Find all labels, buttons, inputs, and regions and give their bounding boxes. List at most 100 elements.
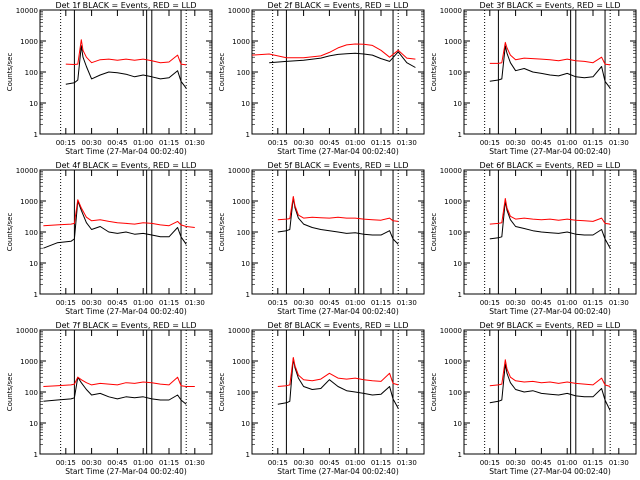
x-tick-label: 00:45 — [319, 299, 339, 307]
panel-title: Det 6f BLACK = Events, RED = LLD — [479, 161, 620, 170]
y-tick-label: 10000 — [16, 167, 38, 175]
x-tick-label: 01:30 — [185, 139, 205, 147]
y-axis-label: Counts/sec — [218, 373, 226, 412]
y-tick-label: 1000 — [232, 198, 250, 206]
x-tick-label: 01:00 — [345, 139, 365, 147]
y-tick-label: 1 — [458, 451, 462, 459]
series-line-lld — [43, 199, 195, 228]
series-line-lld — [277, 196, 399, 222]
y-tick-label: 10000 — [16, 327, 38, 335]
x-tick-label: 00:30 — [506, 299, 526, 307]
y-tick-label: 100 — [25, 229, 38, 237]
y-axis-label: Counts/sec — [430, 53, 438, 92]
y-tick-label: 10000 — [228, 167, 250, 175]
x-tick-label: 00:15 — [480, 459, 500, 467]
panel-det-9: Det 9f BLACK = Events, RED = LLD 1 10 100 10… — [430, 321, 637, 476]
y-tick-label: 10 — [453, 260, 462, 268]
x-axis-label: Start Time (27-Mar-04 00:02:40) — [65, 147, 187, 156]
x-axis-label: Start Time (27-Mar-04 00:02:40) — [277, 307, 399, 316]
x-tick-label: 01:15 — [159, 459, 179, 467]
panel-det-8: Det 8f BLACK = Events, RED = LLD 1 10 100 10… — [218, 321, 425, 476]
y-axis-label: Counts/sec — [6, 213, 14, 252]
x-axis-label: Start Time (27-Mar-04 00:02:40) — [65, 467, 187, 476]
y-tick-label: 100 — [25, 389, 38, 397]
x-tick-label: 01:15 — [583, 299, 603, 307]
x-axis-label: Start Time (27-Mar-04 00:02:40) — [489, 467, 611, 476]
y-tick-label: 100 — [237, 69, 250, 77]
series-line-events — [489, 200, 611, 249]
x-tick-label: 00:15 — [56, 459, 76, 467]
y-axis-label: Counts/sec — [6, 53, 14, 92]
x-tick-label: 00:30 — [294, 459, 314, 467]
series-line-events — [65, 45, 187, 89]
y-tick-label: 1000 — [20, 358, 38, 366]
y-tick-label: 1000 — [20, 38, 38, 46]
x-tick-label: 01:00 — [133, 459, 153, 467]
x-tick-label: 00:45 — [531, 459, 551, 467]
x-axis-label: Start Time (27-Mar-04 00:02:40) — [65, 307, 187, 316]
y-tick-label: 1 — [458, 131, 462, 139]
panel-det-7: Det 7f BLACK = Events, RED = LLD 1 10 100 10… — [6, 321, 213, 476]
y-tick-label: 1 — [246, 451, 250, 459]
x-tick-label: 01:30 — [609, 459, 629, 467]
x-tick-label: 00:15 — [480, 139, 500, 147]
panel-title: Det 9f BLACK = Events, RED = LLD — [479, 321, 620, 330]
y-tick-label: 1 — [458, 291, 462, 299]
series-line-events — [277, 358, 399, 409]
y-tick-label: 1 — [246, 131, 250, 139]
y-tick-label: 1 — [34, 291, 38, 299]
panel-det-1: Det 1f BLACK = Events, RED = LLD 1 10 100 10… — [6, 1, 213, 156]
y-tick-label: 10000 — [16, 7, 38, 15]
panel-title: Det 2f BLACK = Events, RED = LLD — [267, 1, 408, 10]
x-tick-label: 01:00 — [133, 299, 153, 307]
panel-title: Det 7f BLACK = Events, RED = LLD — [55, 321, 196, 330]
y-tick-label: 1000 — [232, 38, 250, 46]
y-tick-label: 1000 — [444, 358, 462, 366]
x-tick-label: 00:15 — [480, 299, 500, 307]
x-tick-label: 01:00 — [345, 299, 365, 307]
y-axis-label: Counts/sec — [6, 373, 14, 412]
y-tick-label: 1 — [246, 291, 250, 299]
x-tick-label: 01:00 — [557, 139, 577, 147]
series-line-lld — [489, 41, 611, 66]
x-tick-label: 01:00 — [557, 299, 577, 307]
panel-det-5: Det 5f BLACK = Events, RED = LLD 1 10 100 10… — [218, 161, 425, 316]
y-tick-label: 10000 — [228, 7, 250, 15]
y-tick-label: 10 — [453, 100, 462, 108]
x-tick-label: 01:15 — [583, 459, 603, 467]
x-tick-label: 00:45 — [107, 299, 127, 307]
panel-title: Det 4f BLACK = Events, RED = LLD — [55, 161, 196, 170]
x-tick-label: 01:30 — [185, 459, 205, 467]
y-axis-label: Counts/sec — [430, 213, 438, 252]
x-tick-label: 00:15 — [268, 299, 288, 307]
y-tick-label: 1000 — [444, 38, 462, 46]
x-tick-label: 01:30 — [397, 299, 417, 307]
panel-det-3: Det 3f BLACK = Events, RED = LLD 1 10 100 10… — [430, 1, 637, 156]
x-tick-label: 01:30 — [609, 299, 629, 307]
y-tick-label: 10 — [241, 420, 250, 428]
y-tick-label: 1000 — [20, 198, 38, 206]
series-line-lld — [489, 359, 611, 387]
y-tick-label: 100 — [237, 229, 250, 237]
series-line-lld — [43, 376, 195, 387]
x-tick-label: 00:15 — [56, 299, 76, 307]
series-line-lld — [65, 39, 187, 66]
series-line-events — [489, 363, 611, 411]
series-line-events — [269, 51, 416, 68]
x-tick-label: 01:00 — [557, 459, 577, 467]
x-tick-label: 00:30 — [82, 299, 102, 307]
series-line-events — [43, 200, 187, 249]
y-tick-label: 100 — [237, 389, 250, 397]
x-tick-label: 01:00 — [345, 459, 365, 467]
x-tick-label: 01:30 — [185, 299, 205, 307]
x-tick-label: 01:15 — [159, 139, 179, 147]
x-tick-label: 01:30 — [397, 459, 417, 467]
x-tick-label: 00:15 — [56, 139, 76, 147]
x-axis-label: Start Time (27-Mar-04 00:02:40) — [489, 307, 611, 316]
y-tick-label: 1 — [34, 451, 38, 459]
y-tick-label: 10 — [453, 420, 462, 428]
y-tick-label: 10 — [29, 100, 38, 108]
panel-title: Det 5f BLACK = Events, RED = LLD — [267, 161, 408, 170]
y-tick-label: 10 — [241, 100, 250, 108]
